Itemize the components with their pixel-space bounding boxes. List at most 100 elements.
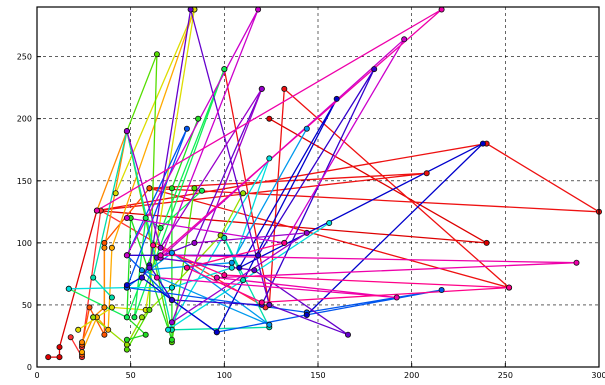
data-point-12-2: [168, 284, 175, 291]
data-point-1-7: [281, 85, 288, 92]
y-tick-label: 50: [22, 301, 32, 310]
data-point-3-2: [86, 304, 93, 311]
data-point-7-0: [90, 314, 97, 321]
data-point-11-0: [108, 294, 115, 301]
x-tick-label: 150: [310, 371, 325, 380]
data-point-18-4: [303, 229, 310, 236]
data-point-12-6: [326, 219, 333, 226]
data-point-10-5: [157, 224, 164, 231]
data-point-14-1: [183, 125, 190, 132]
data-point-4-2: [101, 304, 108, 311]
data-point-12-5: [165, 326, 172, 333]
x-tick-label: 200: [404, 371, 419, 380]
x-tick-label: 0: [34, 371, 39, 380]
data-point-5-2: [105, 326, 112, 333]
data-point-10-2: [221, 66, 228, 73]
data-point-19-1: [255, 6, 262, 13]
data-point-5-3: [108, 244, 115, 251]
data-point-18-2: [258, 85, 265, 92]
data-point-12-3: [228, 264, 235, 271]
data-point-20-3: [573, 259, 580, 266]
data-point-17-4: [251, 267, 258, 274]
data-point-9-6: [195, 115, 202, 122]
series-line-17: [148, 9, 349, 336]
data-point-17-2: [266, 301, 273, 308]
data-point-3-4: [101, 239, 108, 246]
data-point-10-6: [198, 187, 205, 194]
data-point-13-4: [228, 259, 235, 266]
data-point-15-7: [303, 311, 310, 318]
data-point-8-2: [153, 51, 160, 58]
x-tick-label: 50: [126, 371, 136, 380]
data-point-21-3: [258, 299, 265, 306]
data-point-15-0: [123, 282, 130, 289]
data-point-11-6: [240, 277, 247, 284]
data-point-19-0: [123, 252, 130, 259]
data-point-4-3: [101, 244, 108, 251]
data-point-21-1: [221, 272, 228, 279]
data-point-19-3: [401, 36, 408, 43]
data-point-7-1: [123, 341, 130, 348]
data-point-15-6: [479, 140, 486, 147]
data-point-5-0: [79, 349, 86, 356]
y-tick-label: 250: [17, 53, 32, 62]
data-point-10-3: [131, 314, 138, 321]
data-point-4-0: [79, 339, 86, 346]
data-point-20-5: [393, 294, 400, 301]
data-point-13-1: [168, 249, 175, 256]
data-point-10-1: [123, 314, 130, 321]
data-point-14-6: [438, 286, 445, 293]
data-point-0-5: [266, 115, 273, 122]
data-point-20-4: [213, 274, 220, 281]
data-point-1-1: [423, 170, 430, 177]
data-points: [45, 6, 603, 361]
data-point-20-2: [157, 252, 164, 259]
data-point-18-3: [168, 319, 175, 326]
data-point-18-0: [123, 128, 130, 135]
y-tick-labels: 0 50 100 150 200 250: [17, 53, 32, 372]
series-line-21: [152, 242, 510, 304]
data-point-8-5: [191, 185, 198, 192]
data-point-3-5: [146, 185, 153, 192]
y-tick-label: 0: [27, 363, 32, 372]
data-point-20-6: [153, 274, 160, 281]
axis-ticks: [36, 56, 600, 368]
data-point-18-1: [157, 244, 164, 251]
data-point-6-1: [108, 304, 115, 311]
x-tick-label: 250: [498, 371, 513, 380]
data-point-21-4: [183, 264, 190, 271]
data-point-9-5: [168, 185, 175, 192]
series-line-7: [92, 192, 244, 346]
data-point-6-0: [75, 326, 82, 333]
series-line-1: [96, 68, 600, 306]
data-point-11-1: [90, 274, 97, 281]
data-point-6-4: [112, 190, 119, 197]
x-tick-labels: 0 50 100 150 200 250 300: [34, 371, 605, 380]
data-point-16-4: [371, 66, 378, 73]
data-point-20-1: [438, 6, 445, 13]
data-point-11-5: [221, 234, 228, 241]
data-point-0-1: [56, 354, 63, 361]
data-point-18-5: [191, 239, 198, 246]
series-line-15: [126, 98, 484, 334]
data-point-16-2: [168, 296, 175, 303]
data-point-3-3: [101, 331, 108, 338]
data-point-15-4: [333, 95, 340, 102]
data-point-9-4: [168, 336, 175, 343]
data-point-7-2: [138, 314, 145, 321]
data-point-0-0: [45, 354, 52, 361]
data-point-17-1: [187, 6, 194, 13]
data-point-17-0: [146, 264, 153, 271]
data-point-13-3: [138, 267, 145, 274]
data-point-9-1: [142, 331, 149, 338]
data-point-2-0: [67, 334, 74, 341]
data-point-19-5: [123, 214, 130, 221]
data-point-8-0: [123, 346, 130, 353]
data-point-17-3: [344, 331, 351, 338]
y-tick-label: 200: [17, 115, 32, 124]
data-point-16-5: [255, 252, 262, 259]
data-point-9-0: [123, 336, 130, 343]
data-point-7-5: [240, 190, 247, 197]
data-point-21-0: [150, 242, 157, 249]
